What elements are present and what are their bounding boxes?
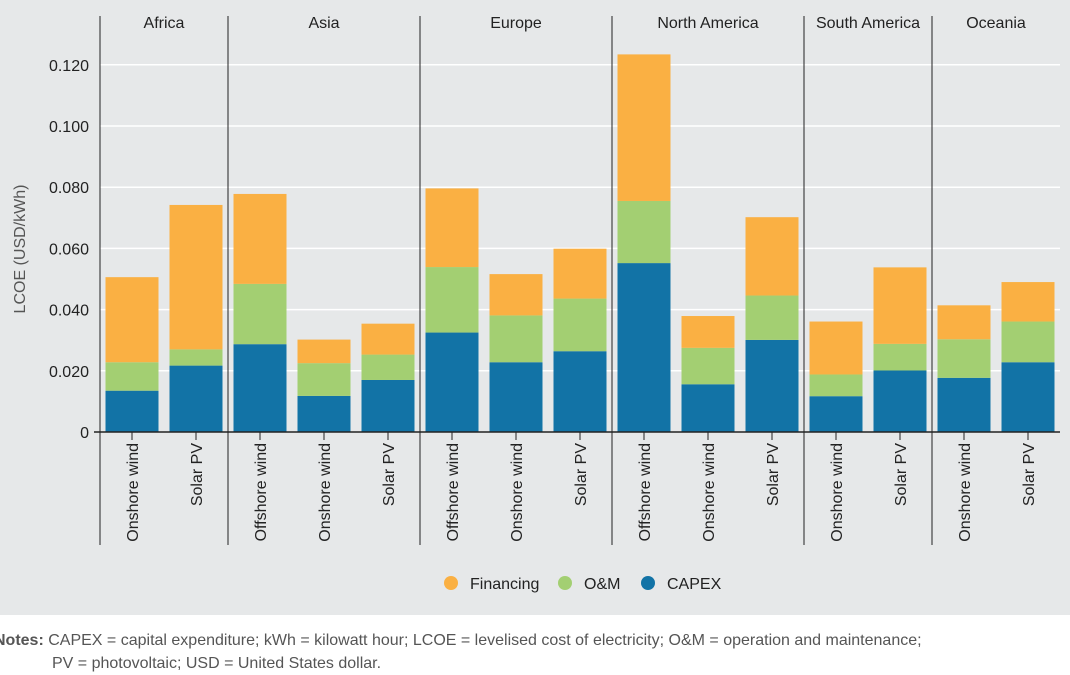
group-label: Oceania xyxy=(966,15,1026,32)
legend-label: CAPEX xyxy=(667,576,722,593)
x-category-label: Solar PV xyxy=(189,443,206,506)
bar-segment-financing xyxy=(617,54,671,201)
legend-label: O&M xyxy=(584,576,620,593)
bar-segment-financing xyxy=(553,248,607,299)
bar-segment-o-m xyxy=(297,363,351,396)
x-category-label: Solar PV xyxy=(573,443,590,506)
group-label: Asia xyxy=(308,15,339,32)
bar-segment-o-m xyxy=(937,339,991,378)
bar-segment-o-m xyxy=(361,354,415,380)
bar-segment-capex xyxy=(233,344,287,432)
bar-segment-o-m xyxy=(809,374,863,397)
bar-segment-o-m xyxy=(873,343,927,371)
y-tick-label: 0.080 xyxy=(49,180,89,197)
bar-segment-capex xyxy=(873,370,927,432)
x-category-label: Onshore wind xyxy=(701,443,718,542)
y-tick-label: 0.100 xyxy=(49,119,89,136)
bar-segment-capex xyxy=(553,351,607,432)
bar-segment-o-m xyxy=(553,298,607,352)
bar-segment-capex xyxy=(425,332,479,432)
group-label: South America xyxy=(816,15,920,32)
legend-marker-o-m xyxy=(558,576,572,590)
x-category-label: Solar PV xyxy=(893,443,910,506)
lcoe-stacked-bar-chart: 0 0.020 0.040 0.060 0.080 0.100 0.120 LCOE (USD… xyxy=(12,15,1060,593)
bar-segment-o-m xyxy=(105,362,159,391)
bar-segment-financing xyxy=(105,277,159,363)
bar-segment-financing xyxy=(745,217,799,296)
x-category-label: Offshore wind xyxy=(253,443,270,541)
x-category-label: Onshore wind xyxy=(829,443,846,542)
x-category-label: Onshore wind xyxy=(957,443,974,542)
x-category-label: Solar PV xyxy=(765,443,782,506)
notes-line-2: PV = photovoltaic; USD = United States d… xyxy=(52,655,382,672)
bar-segment-o-m xyxy=(233,283,287,345)
bar-segment-o-m xyxy=(745,295,799,340)
bar-segment-financing xyxy=(937,305,991,340)
x-category-label: Offshore wind xyxy=(637,443,654,541)
bar-segment-capex xyxy=(105,390,159,432)
y-tick-label: 0.040 xyxy=(49,303,89,320)
bar-segment-o-m xyxy=(617,200,671,264)
bar-segment-financing xyxy=(361,323,415,355)
bar-segment-o-m xyxy=(169,349,223,366)
x-category-label: Offshore wind xyxy=(445,443,462,541)
bar-segment-capex xyxy=(937,377,991,432)
x-category-label: Onshore wind xyxy=(509,443,526,542)
y-tick-label: 0.120 xyxy=(49,58,89,75)
bar-segment-capex xyxy=(745,339,799,432)
notes-line-1: Notes: CAPEX = capital expenditure; kWh … xyxy=(0,629,922,652)
bar-segment-financing xyxy=(233,193,287,284)
y-tick-label: 0 xyxy=(80,425,89,442)
bar-segment-o-m xyxy=(1001,321,1055,363)
bar-segment-capex xyxy=(681,384,735,432)
x-category-label: Solar PV xyxy=(1021,443,1038,506)
x-category-label: Onshore wind xyxy=(317,443,334,542)
bar-segment-capex xyxy=(1001,362,1055,432)
bar-segment-financing xyxy=(489,274,543,316)
x-category-label: Solar PV xyxy=(381,443,398,506)
bar-segment-financing xyxy=(809,321,863,375)
x-category-label: Onshore wind xyxy=(125,443,142,542)
y-tick-label: 0.020 xyxy=(49,364,89,381)
bar-segment-o-m xyxy=(425,267,479,333)
group-label: Africa xyxy=(144,15,185,32)
bar-segment-capex xyxy=(169,365,223,432)
legend-label: Financing xyxy=(470,576,539,593)
chart-panel: 0 0.020 0.040 0.060 0.080 0.100 0.120 LCOE (USD… xyxy=(0,0,1070,615)
notes-label: Notes: xyxy=(0,632,44,649)
bar-segment-o-m xyxy=(489,315,543,363)
bar-segment-financing xyxy=(297,339,351,364)
legend-marker-financing xyxy=(444,576,458,590)
y-axis-label: LCOE (USD/kWh) xyxy=(12,185,29,314)
bar-segment-capex xyxy=(809,396,863,432)
bar-segment-capex xyxy=(361,379,415,432)
bar-segment-financing xyxy=(873,267,927,344)
y-tick-label: 0.060 xyxy=(49,241,89,258)
legend-marker-capex xyxy=(641,576,655,590)
group-label: North America xyxy=(657,15,758,32)
notes-text-1: CAPEX = capital expenditure; kWh = kilow… xyxy=(48,632,922,649)
group-label: Europe xyxy=(490,15,542,32)
bar-segment-capex xyxy=(489,362,543,432)
bar-segment-financing xyxy=(1001,282,1055,322)
bar-segment-capex xyxy=(297,395,351,432)
bar-segment-financing xyxy=(425,188,479,268)
bar-segment-capex xyxy=(617,263,671,432)
bar-segment-financing xyxy=(169,204,223,350)
bar-segment-o-m xyxy=(681,347,735,385)
bar-segment-financing xyxy=(681,316,735,348)
